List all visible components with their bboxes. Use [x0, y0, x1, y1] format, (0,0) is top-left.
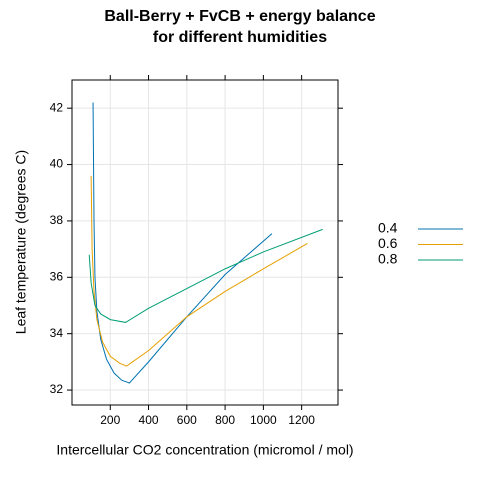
- legend-label: 0.4: [378, 220, 398, 236]
- chart-title: Ball-Berry + FvCB + energy balance: [104, 8, 375, 25]
- x-tick-label: 600: [177, 413, 197, 427]
- series-line: [88, 228, 323, 323]
- legend-label: 0.8: [378, 251, 398, 267]
- y-tick-label: 34: [50, 326, 64, 340]
- x-tick-label: 800: [215, 413, 235, 427]
- series-line: [92, 102, 273, 384]
- x-tick-label: 200: [100, 413, 120, 427]
- series-line: [90, 175, 308, 367]
- legend-label: 0.6: [378, 235, 398, 251]
- y-tick-label: 36: [50, 269, 64, 283]
- x-tick-label: 400: [139, 413, 159, 427]
- y-tick-label: 42: [50, 100, 64, 114]
- plot-frame: [71, 79, 339, 406]
- y-tick-label: 38: [50, 213, 64, 227]
- chart-title: for different humidities: [153, 29, 327, 46]
- y-axis-title: Leaf temperature (degrees C): [13, 150, 29, 334]
- y-tick-label: 40: [50, 157, 64, 171]
- y-tick-label: 32: [50, 382, 64, 396]
- x-tick-label: 1200: [288, 413, 315, 427]
- x-tick-label: 1000: [250, 413, 277, 427]
- x-axis-title: Intercellular CO2 concentration (micromo…: [56, 442, 353, 458]
